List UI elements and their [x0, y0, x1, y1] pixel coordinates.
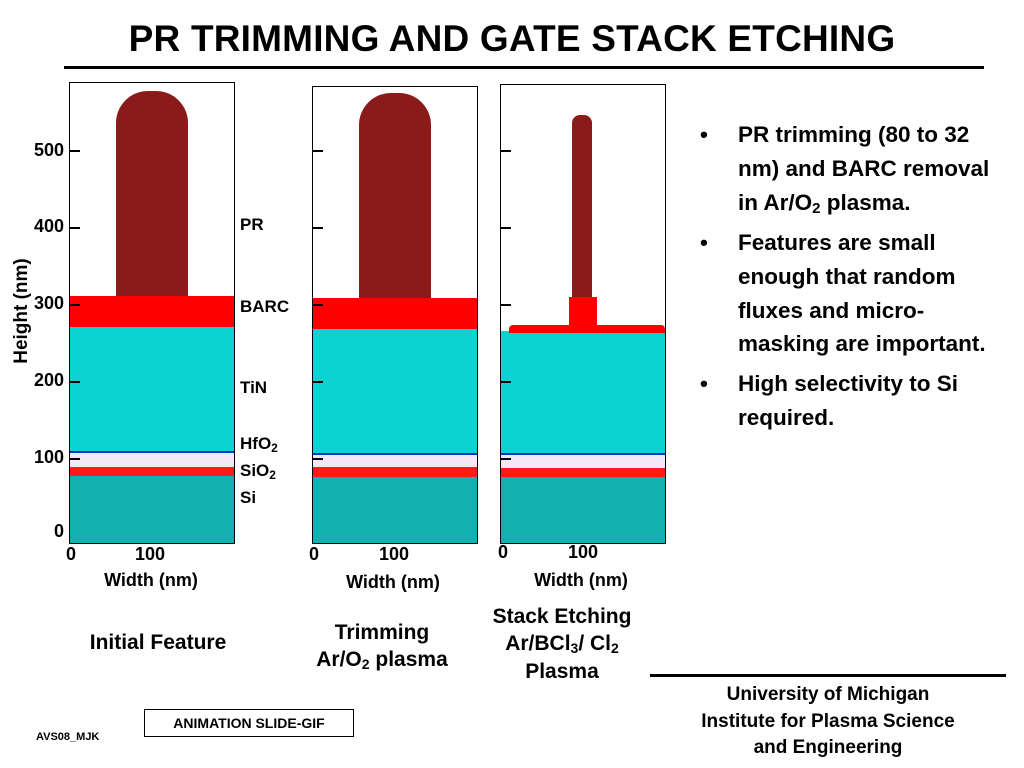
y-tick-mark	[70, 150, 80, 152]
y-tick-mark	[501, 150, 511, 152]
title-underline	[64, 66, 984, 69]
si-layer	[70, 476, 234, 543]
sio2-layer	[70, 467, 234, 476]
hfo2-layer	[501, 453, 665, 468]
panel-trimming	[312, 86, 478, 544]
label-tin: TiN	[240, 378, 268, 397]
pr-feature	[572, 115, 592, 297]
footer-rule	[650, 674, 1006, 677]
y-tick-0: 0	[53, 521, 64, 541]
pr-feature	[116, 91, 188, 296]
y-tick-400: 400	[33, 216, 64, 236]
x-tick-0: 0	[497, 542, 508, 562]
pr-feature	[359, 93, 431, 298]
tin-layer	[70, 327, 234, 451]
y-tick-100: 100	[33, 447, 64, 467]
si-layer	[313, 477, 477, 543]
y-tick-mark	[70, 304, 80, 306]
y-tick-500: 500	[33, 140, 64, 160]
caption-initial-feature: Initial Feature	[89, 631, 227, 654]
y-tick-300: 300	[33, 293, 64, 313]
x-axis-label: Width (nm)	[534, 570, 628, 590]
bullet-item: • PR trimming (80 to 32 nm) and BARC rem…	[700, 118, 1000, 220]
y-tick-mark	[313, 458, 323, 460]
x-tick-100: 100	[567, 542, 599, 562]
caption-stack-etching: Stack Etching Ar/BCl3/ Cl2 Plasma	[492, 605, 632, 683]
bullet-marker: •	[700, 371, 708, 396]
tin-layer	[501, 331, 665, 453]
y-tick-mark	[70, 381, 80, 383]
y-tick-mark	[313, 227, 323, 229]
y-tick-mark	[501, 227, 511, 229]
label-hfo2: HfO2	[240, 434, 278, 455]
y-tick-mark	[501, 381, 511, 383]
bullet-item: • Features are small enough that random …	[700, 226, 1000, 361]
x-axis-label: Width (nm)	[346, 572, 440, 592]
barc-layer	[70, 296, 234, 327]
label-si: Si	[240, 488, 257, 507]
barc-layer	[313, 298, 477, 329]
slide-tag: AVS08_MJK	[36, 731, 100, 743]
x-axis-label: Width (nm)	[104, 570, 198, 590]
caption-trimming: Trimming Ar/O2 plasma	[316, 621, 448, 673]
y-tick-mark	[70, 458, 80, 460]
label-sio2: SiO2	[240, 461, 276, 482]
si-layer	[501, 477, 665, 543]
barc-feature	[569, 297, 597, 331]
label-pr: PR	[240, 215, 264, 234]
institution-credit: University of Michigan Institute for Pla…	[701, 684, 955, 759]
animation-slide-label: ANIMATION SLIDE-GIF	[144, 709, 354, 737]
bullet-list: • PR trimming (80 to 32 nm) and BARC rem…	[700, 118, 1000, 441]
panel-initial-feature	[69, 82, 235, 544]
label-barc: BARC	[240, 297, 290, 316]
slide-title: PR TRIMMING AND GATE STACK ETCHING	[128, 18, 896, 59]
x-tick-100: 100	[378, 544, 410, 564]
panel-stack-etching	[500, 84, 666, 544]
bullet-item: • High selectivity to Si required.	[700, 367, 1000, 435]
sio2-layer	[313, 467, 477, 477]
hfo2-layer	[70, 451, 234, 467]
y-tick-mark	[501, 304, 511, 306]
bullet-marker: •	[700, 230, 708, 255]
bullet-marker: •	[700, 122, 708, 147]
x-tick-100: 100	[134, 544, 166, 564]
y-tick-200: 200	[33, 370, 64, 390]
y-tick-mark	[70, 227, 80, 229]
sio2-layer	[501, 468, 665, 477]
y-tick-mark	[501, 458, 511, 460]
y-tick-mark	[313, 150, 323, 152]
hfo2-layer	[313, 453, 477, 467]
x-tick-0: 0	[308, 544, 319, 564]
y-tick-mark	[313, 381, 323, 383]
y-tick-mark	[313, 304, 323, 306]
x-tick-0: 0	[65, 544, 76, 564]
tin-layer	[313, 329, 477, 453]
